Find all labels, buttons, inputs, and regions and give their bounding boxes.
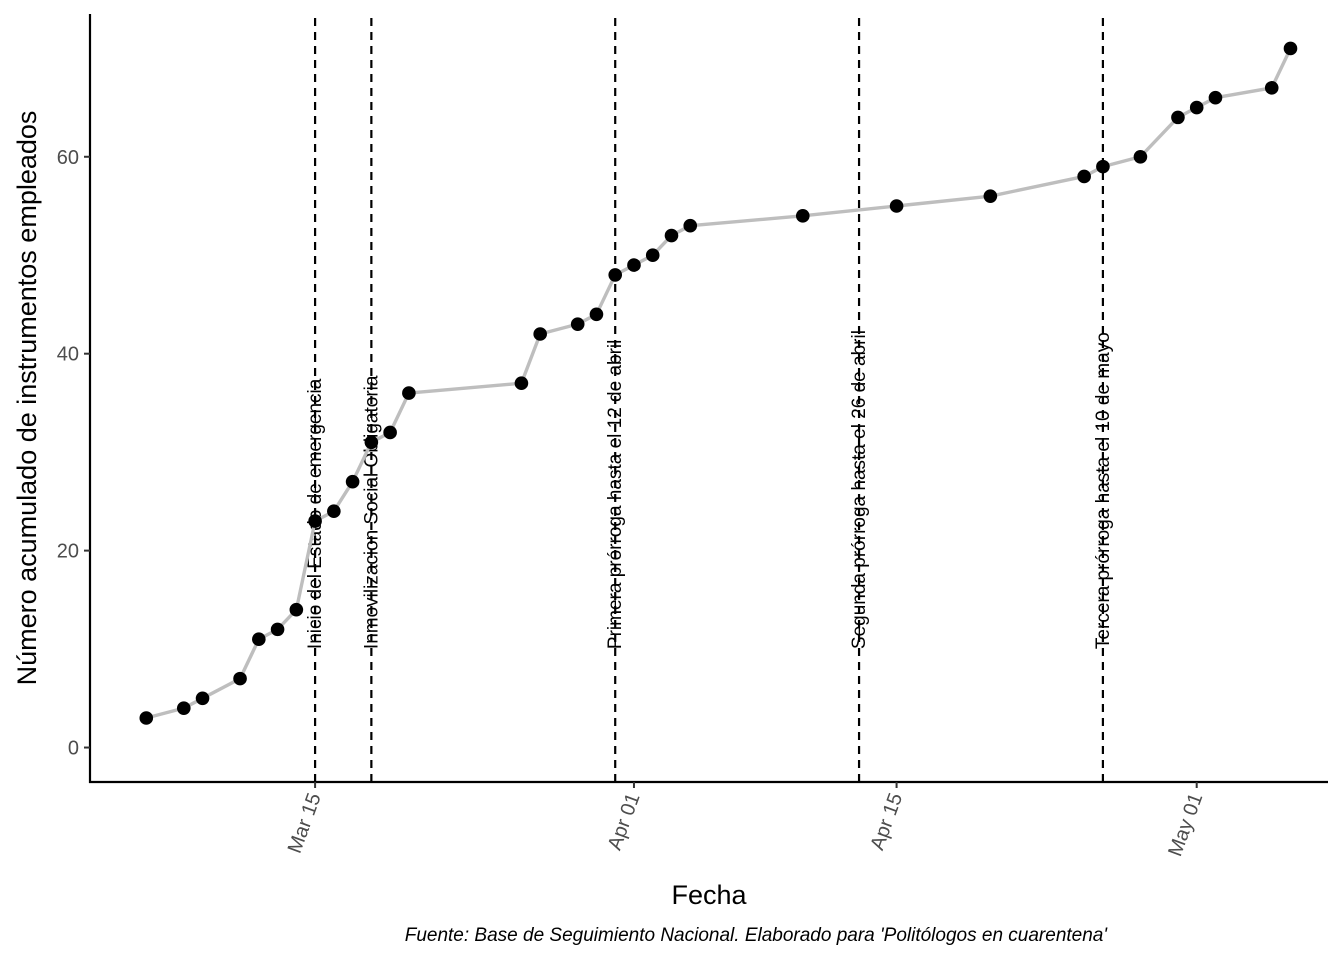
axes — [88, 14, 1328, 784]
data-point — [589, 307, 604, 322]
x-axis-title: Fecha — [671, 880, 747, 910]
data-point — [345, 474, 360, 489]
x-tick-label: Apr 01 — [604, 790, 645, 853]
y-tick-label: 40 — [57, 344, 79, 366]
data-point — [570, 317, 585, 331]
series — [139, 41, 1298, 725]
data-point — [889, 199, 904, 213]
chart-caption: Fuente: Base de Seguimiento Nacional. El… — [405, 925, 1109, 946]
y-tick-label: 20 — [57, 541, 79, 563]
event-label: Inicio del Estado de emergencia — [305, 378, 326, 649]
data-point — [402, 386, 416, 400]
data-point — [664, 228, 679, 243]
data-point — [645, 248, 660, 263]
data-point — [608, 268, 623, 282]
event-label: Inmovilizacion Social Obligatoria — [361, 375, 382, 649]
data-point — [308, 514, 322, 528]
data-point — [252, 632, 266, 647]
x-tick-label: May 01 — [1164, 790, 1207, 859]
y-tick-label: 60 — [57, 147, 79, 169]
data-point — [139, 711, 154, 725]
y-axis-title: Número acumulado de instrumentos emplead… — [12, 111, 42, 686]
data-point — [327, 504, 341, 519]
data-point — [533, 327, 547, 341]
data-point — [270, 622, 285, 637]
data-point — [983, 189, 998, 203]
event-label: Tercera prórroga hasta el 10 de mayo — [1093, 332, 1114, 649]
event-label: Primera prórroga hasta el 12 de abril — [605, 340, 626, 649]
x-tick-label: Apr 15 — [866, 790, 907, 853]
data-point — [795, 209, 810, 223]
data-point — [364, 435, 379, 450]
data-point — [1283, 41, 1298, 56]
data-point — [289, 602, 304, 617]
data-point — [383, 425, 397, 440]
data-point — [176, 701, 191, 715]
data-point — [683, 218, 698, 233]
data-point — [195, 691, 210, 706]
data-point — [1208, 90, 1223, 105]
event-label: Segunda prórroga hasta el 26 de abril — [849, 330, 870, 649]
y-tick-label: 0 — [68, 738, 79, 760]
ticks: 0 20 40 60 Mar 15 Apr 01 Apr 15 May 01 — [57, 147, 1208, 860]
data-point — [1264, 81, 1279, 95]
data-point — [1077, 169, 1091, 184]
data-point — [233, 671, 247, 686]
data-point — [1096, 159, 1110, 174]
data-point — [514, 376, 529, 391]
x-tick-label: Mar 15 — [284, 790, 326, 856]
data-point — [627, 258, 641, 272]
data-point — [1189, 100, 1204, 115]
data-point — [1133, 149, 1148, 164]
data-point — [1171, 110, 1185, 125]
event-lines: Inicio del Estado de emergencia Inmoviliz… — [305, 18, 1114, 782]
